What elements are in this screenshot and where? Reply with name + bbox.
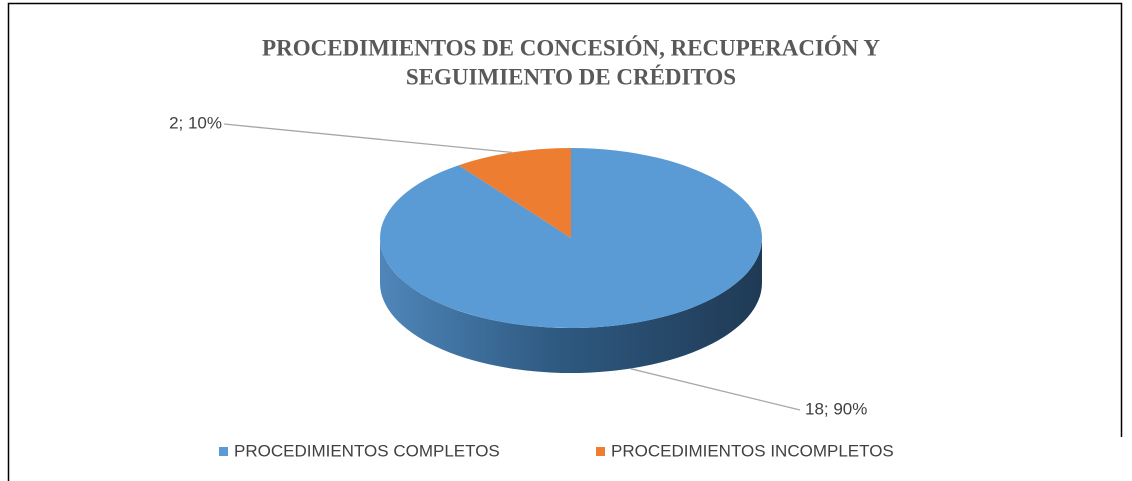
pie-side [380,238,762,373]
leader-line [223,123,513,154]
pie-slice [458,148,571,238]
legend-swatch [596,447,605,456]
legend-label: PROCEDIMIENTOS INCOMPLETOS [611,441,894,460]
legend-swatch [219,447,228,456]
legend-label: PROCEDIMIENTOS COMPLETOS [234,441,500,460]
data-label: 18; 90% [805,399,867,418]
data-label: 2; 10% [169,113,222,132]
chart-title: SEGUIMIENTO DE CRÉDITOS [406,64,736,89]
leader-line [629,367,801,411]
frame [7,2,1123,481]
chart-title: PROCEDIMIENTOS DE CONCESIÓN, RECUPERACIÓ… [262,34,880,60]
